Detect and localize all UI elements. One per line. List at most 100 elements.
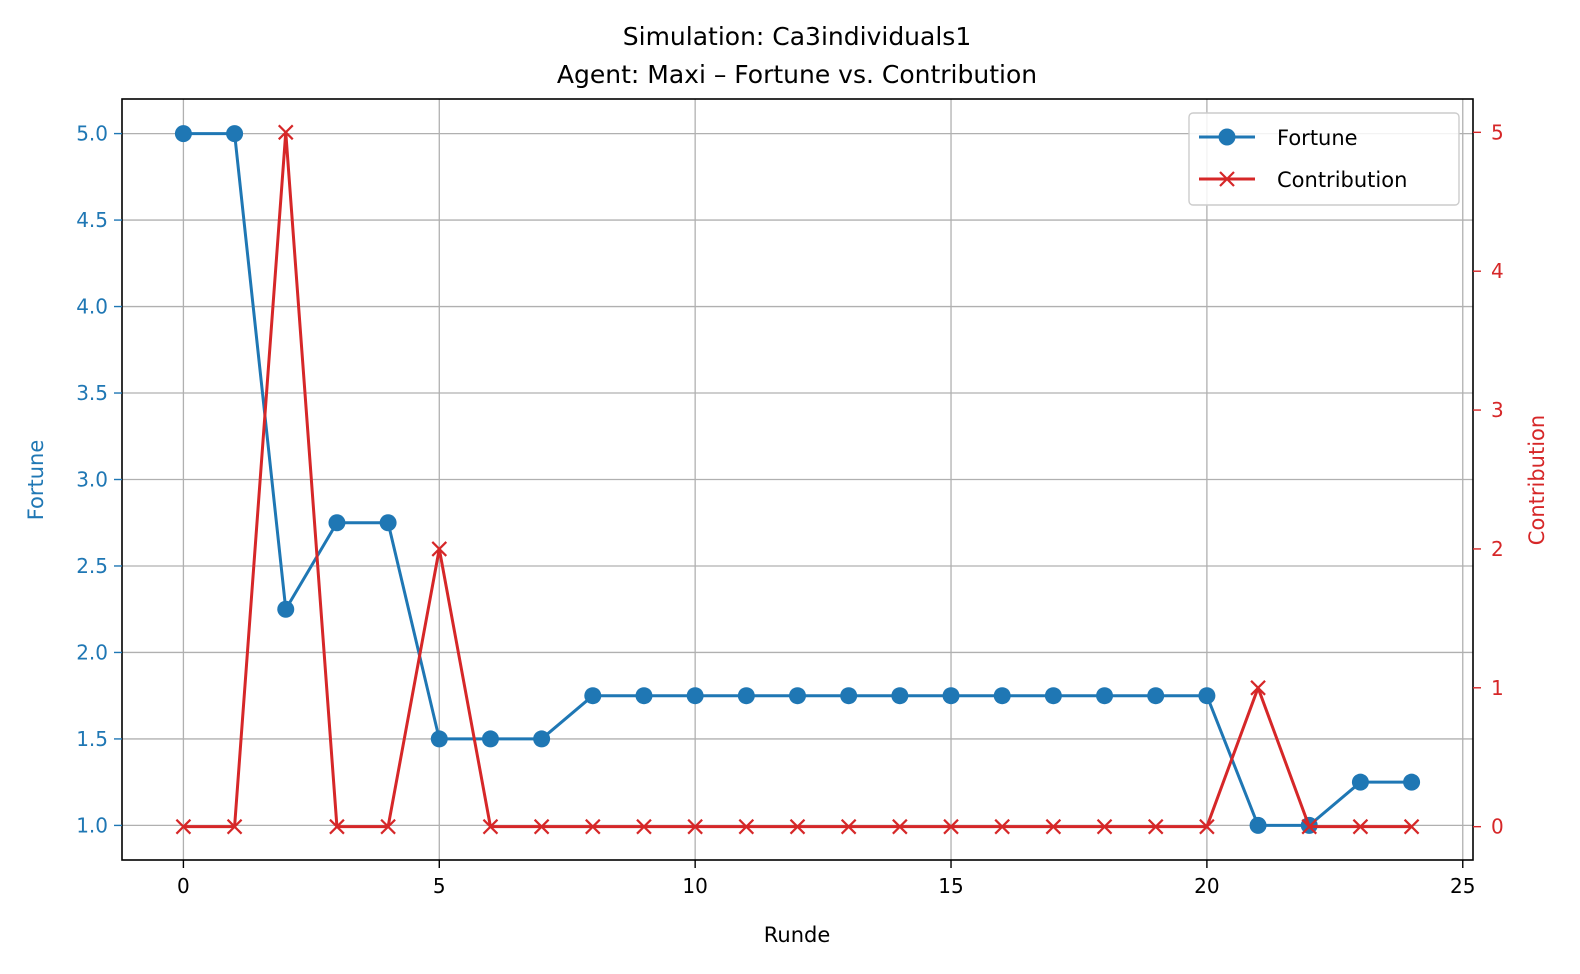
fortune-point — [1403, 773, 1421, 791]
grid — [122, 99, 1473, 860]
x-marker-stroke — [431, 541, 448, 557]
fortune-point — [1249, 816, 1267, 834]
x-tick-label: 15 — [938, 874, 963, 898]
y-left-tick-label: 3.0 — [76, 468, 108, 492]
fortune-point — [277, 600, 295, 618]
contribution-point — [226, 818, 243, 835]
legend-fortune-marker — [1218, 128, 1236, 146]
fortune-point — [1044, 687, 1062, 705]
x-marker-stroke — [943, 818, 959, 835]
y-left-tick-label: 1.5 — [76, 727, 108, 751]
contribution-point — [175, 818, 192, 835]
y-right-tick-label: 5 — [1491, 120, 1504, 144]
x-marker-stroke — [329, 818, 345, 835]
contribution-point — [431, 541, 448, 557]
chart-subtitle: Agent: Maxi – Fortune vs. Contribution — [557, 60, 1037, 89]
x-marker-stroke — [482, 818, 499, 835]
contribution-point — [994, 818, 1010, 835]
x-marker-stroke — [892, 818, 908, 835]
fortune-point — [430, 730, 448, 748]
contribution-point — [1045, 818, 1062, 835]
contribution-point — [943, 818, 959, 835]
x-marker-stroke — [585, 818, 601, 835]
legend: Fortune Contribution — [1188, 112, 1460, 206]
fortune-point — [942, 687, 960, 705]
fortune-point — [481, 730, 499, 748]
x-marker-stroke — [1199, 818, 1215, 835]
contribution-point — [1352, 818, 1369, 835]
x-marker-stroke — [1096, 818, 1113, 835]
fortune-point — [533, 730, 551, 748]
fortune-point — [1351, 773, 1369, 791]
contribution-point — [482, 818, 499, 835]
x-marker-stroke — [636, 818, 652, 835]
axes: 0 5 10 15 20 251.01.52.02.53.03.54.04.55.0012… — [76, 120, 1504, 898]
contribution-point — [789, 818, 806, 835]
legend-fortune-label: Fortune — [1277, 126, 1358, 150]
fortune-point — [1147, 687, 1165, 705]
x-marker-stroke — [175, 818, 192, 835]
x-marker-stroke — [1403, 818, 1420, 835]
fortune-point — [174, 125, 192, 143]
fortune-point — [635, 687, 653, 705]
contribution-point — [1199, 818, 1215, 835]
fortune-point — [584, 687, 602, 705]
y-left-tick-label: 1.0 — [76, 813, 108, 837]
fortune-point — [891, 687, 909, 705]
contribution-point — [1403, 818, 1420, 835]
contribution-point — [585, 818, 601, 835]
x-tick-label: 25 — [1450, 874, 1475, 898]
contribution-point — [636, 818, 652, 835]
y-right-tick-label: 0 — [1491, 815, 1504, 839]
x-marker-stroke — [1045, 818, 1062, 835]
contribution-point — [1301, 818, 1318, 835]
legend-contribution-marker — [1219, 171, 1235, 187]
contribution-point — [533, 818, 550, 835]
legend-box — [1188, 112, 1460, 206]
x-marker-stroke — [840, 818, 857, 835]
y-right-tick-label: 3 — [1491, 398, 1504, 422]
x-marker-stroke — [1250, 680, 1266, 696]
fortune-point — [1096, 687, 1114, 705]
y-right-tick-label: 2 — [1491, 537, 1504, 561]
x-marker-stroke — [226, 818, 243, 835]
fortune-point — [379, 514, 397, 532]
x-marker-stroke — [1352, 818, 1369, 835]
x-marker-stroke — [738, 818, 755, 835]
contribution-point — [380, 818, 396, 835]
fortune-point — [328, 514, 346, 532]
contribution-point — [738, 818, 755, 835]
contribution-point — [1250, 680, 1266, 696]
y-left-tick-label: 4.0 — [76, 295, 108, 319]
y-left-tick-label: 5.0 — [76, 122, 108, 146]
x-tick-label: 0 — [177, 874, 190, 898]
fortune-point — [993, 687, 1011, 705]
x-marker-stroke — [687, 818, 703, 835]
fortune-point — [1198, 687, 1216, 705]
series-layer — [174, 124, 1421, 835]
x-marker-stroke — [533, 818, 550, 835]
y-left-tick-label: 2.0 — [76, 640, 108, 664]
fortune-point — [226, 125, 244, 143]
contribution-point — [1147, 818, 1164, 835]
x-marker-stroke — [1219, 171, 1235, 187]
y-left-tick-label: 4.5 — [76, 208, 108, 232]
contribution-point — [277, 124, 294, 141]
x-marker-stroke — [1301, 818, 1318, 835]
y-right-tick-label: 4 — [1491, 259, 1504, 283]
fortune-point — [737, 687, 755, 705]
y-left-tick-label: 3.5 — [76, 381, 108, 405]
y-right-tick-label: 1 — [1491, 676, 1504, 700]
legend-contribution-label: Contribution — [1277, 168, 1407, 192]
y-axis-label-left: Fortune — [24, 440, 48, 521]
x-tick-label: 5 — [433, 874, 446, 898]
fortune-point — [789, 687, 806, 705]
x-tick-label: 20 — [1194, 874, 1219, 898]
contribution-point — [840, 818, 857, 835]
x-marker-stroke — [380, 818, 396, 835]
contribution-point — [687, 818, 703, 835]
fortune-point — [840, 687, 858, 705]
x-marker-stroke — [789, 818, 806, 835]
x-marker-stroke — [994, 818, 1010, 835]
